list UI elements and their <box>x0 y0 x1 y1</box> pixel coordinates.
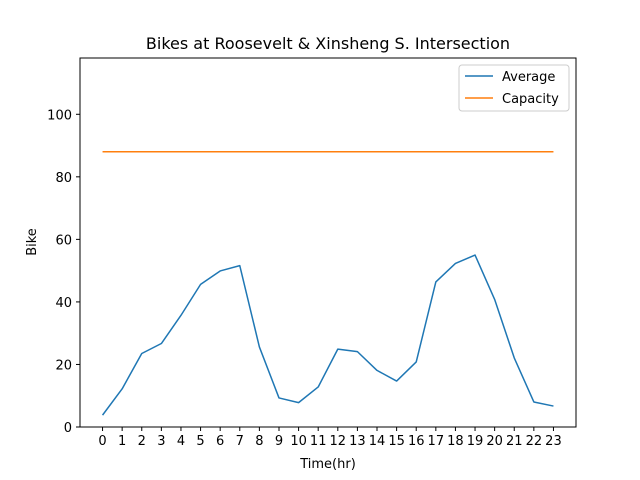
y-tick-label: 0 <box>64 421 72 436</box>
y-axis-label: Bike <box>25 228 40 256</box>
y-tick-label: 20 <box>55 358 72 373</box>
x-tick-label: 10 <box>290 434 307 449</box>
x-tick-label: 1 <box>118 434 126 449</box>
x-tick-label: 16 <box>408 434 425 449</box>
x-tick-label: 23 <box>545 434 562 449</box>
x-tick-label: 14 <box>369 434 386 449</box>
x-tick-label: 5 <box>196 434 204 449</box>
x-tick-label: 12 <box>330 434 347 449</box>
x-tick-label: 18 <box>447 434 464 449</box>
x-tick-label: 3 <box>157 434 165 449</box>
x-tick-label: 4 <box>177 434 185 449</box>
x-tick-label: 11 <box>310 434 327 449</box>
y-axis: 0 20 40 60 80 100 <box>47 108 80 436</box>
plot-frame <box>79 57 577 428</box>
y-tick-label: 80 <box>55 171 72 186</box>
y-tick-label: 60 <box>55 233 72 248</box>
x-tick-label: 0 <box>98 434 106 449</box>
x-tick-label: 9 <box>275 434 283 449</box>
x-tick-label: 6 <box>216 434 224 449</box>
legend-label-capacity: Capacity <box>502 92 559 107</box>
legend: Average Capacity <box>458 64 570 112</box>
x-tick-label: 13 <box>349 434 366 449</box>
series-line-average <box>101 254 554 416</box>
y-tick-label: 40 <box>55 296 72 311</box>
x-tick-label: 7 <box>236 434 244 449</box>
x-axis-label: Time(hr) <box>299 457 356 472</box>
x-tick-label: 20 <box>486 434 503 449</box>
legend-label-average: Average <box>502 70 555 85</box>
x-tick-label: 15 <box>388 434 405 449</box>
x-tick-label: 21 <box>506 434 523 449</box>
x-tick-label: 22 <box>526 434 543 449</box>
x-tick-label: 17 <box>428 434 445 449</box>
chart-title: Bikes at Roosevelt & Xinsheng S. Interse… <box>146 34 510 53</box>
x-axis: 0 1 2 3 4 5 6 7 8 9 10 11 12 13 14 15 16 17 18 19 20 21 22 23 <box>98 427 562 449</box>
series-layer <box>101 151 554 416</box>
y-tick-label: 100 <box>47 108 72 123</box>
x-tick-label: 19 <box>467 434 484 449</box>
x-tick-label: 2 <box>138 434 146 449</box>
x-tick-label: 8 <box>255 434 263 449</box>
